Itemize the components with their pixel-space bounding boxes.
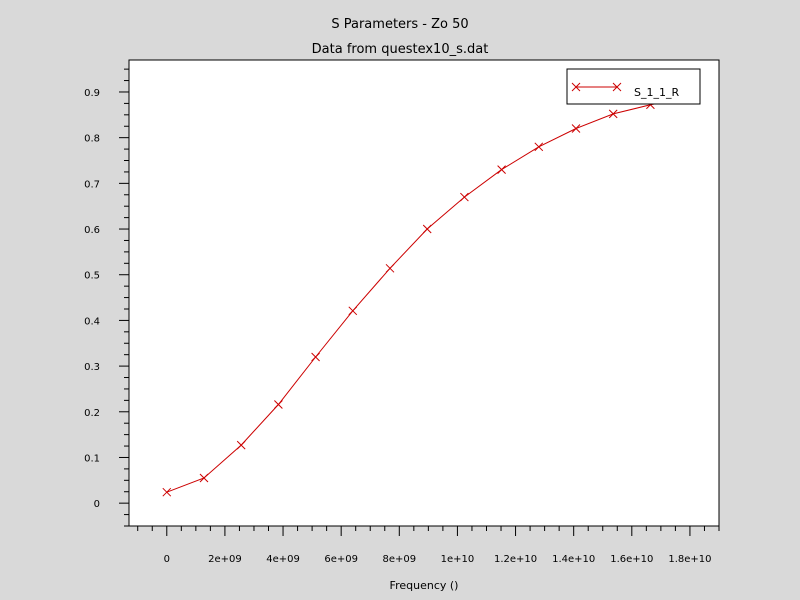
- y-tick-label: 0.3: [84, 362, 100, 373]
- legend-marker: [612, 82, 622, 92]
- data-point: [460, 192, 469, 202]
- x-axis-label: Frequency (): [390, 579, 459, 592]
- legend-label: S_1_1_R: [634, 86, 679, 99]
- data-point: [162, 487, 172, 497]
- y-tick-label: 0.8: [84, 134, 100, 145]
- y-tick-label: 0.1: [84, 453, 100, 464]
- x-tick-label: 0: [164, 554, 170, 565]
- data-point: [236, 440, 246, 450]
- legend-marker: [571, 82, 581, 92]
- x-tick-label: 2e+09: [208, 554, 242, 565]
- x-tick-label: 6e+09: [324, 554, 358, 565]
- y-tick-label: 0: [94, 499, 100, 510]
- x-tick-label: 1.8e+10: [668, 554, 711, 565]
- legend: S_1_1_R: [566, 68, 701, 105]
- x-tick-label: 8e+09: [382, 554, 416, 565]
- y-tick-label: 0.6: [84, 225, 100, 236]
- x-tick-label: 1.6e+10: [610, 554, 653, 565]
- y-tick-label: 0.9: [84, 88, 100, 99]
- y-tick-label: 0.2: [84, 408, 100, 419]
- chart-subtitle: Data from questex10_s.dat: [312, 42, 489, 57]
- y-tick-label: 0.5: [84, 271, 100, 282]
- data-point: [571, 124, 581, 133]
- data-point: [608, 109, 618, 119]
- chart-title: S Parameters - Zo 50: [331, 17, 468, 32]
- data-point: [311, 352, 320, 362]
- x-tick-label: 1.2e+10: [494, 554, 537, 565]
- data-point: [497, 165, 506, 175]
- data-point: [274, 400, 283, 409]
- x-axis: 0 2e+09 4e+09 6e+09 8e+09 1e+10 1.2e+10 1.4e+10…: [137, 526, 720, 565]
- data-point: [385, 263, 395, 273]
- data-point: [422, 224, 432, 234]
- y-axis: 0 0.1 0.2 0.3 0.4 0.5 0.6 0.7 0.8 0.9: [84, 68, 129, 527]
- x-tick-label: 1e+10: [441, 554, 475, 565]
- y-tick-label: 0.7: [84, 179, 100, 190]
- series-layer: [162, 93, 692, 497]
- data-point: [199, 473, 209, 483]
- x-tick-label: 1.4e+10: [552, 554, 595, 565]
- legend-marker-icon: [571, 82, 622, 92]
- data-point: [534, 142, 544, 152]
- data-point: [348, 306, 358, 316]
- plot-area: [128, 59, 720, 527]
- y-tick-label: 0.4: [84, 316, 100, 327]
- x-tick-label: 4e+09: [266, 554, 300, 565]
